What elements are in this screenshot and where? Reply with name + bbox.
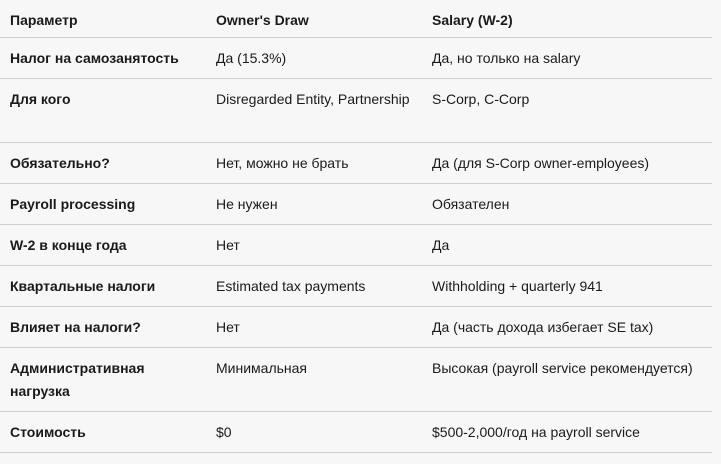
row-label: Payroll processing [0,183,206,225]
row-label: Стоимость [0,411,206,453]
cell: Не нужен [206,183,422,225]
cell: Да (часть дохода избегает SE tax) [422,306,712,348]
row-label: Налог на самозанятость [0,37,206,79]
table-row: Стоимость $0 $500-2,000/год на payroll ser… [0,411,712,453]
header-cell: Owner's Draw [206,0,422,38]
cell: $500-2,000/год на payroll service [422,411,712,453]
cell: Минимальная [206,347,422,412]
cell: $0 [206,411,422,453]
cell: Да (для S-Corp owner-employees) [422,142,712,184]
comparison-table: Параметр Owner's Draw Salary (W-2) Налог н… [0,0,712,453]
header-row: Параметр Owner's Draw Salary (W-2) [0,0,712,38]
cell: Нет [206,306,422,348]
table-row: Влияет на налоги? Нет Да (часть дохода изб… [0,306,712,348]
row-label: Административная нагрузка [0,347,206,412]
cell: Да, но только на salary [422,37,712,79]
header-cell: Salary (W-2) [422,0,712,38]
row-label: Влияет на налоги? [0,306,206,348]
row-label: Обязательно? [0,142,206,184]
header-cell: Параметр [0,0,206,38]
cell: S-Corp, C-Corp [422,78,712,143]
cell: Withholding + quarterly 941 [422,265,712,307]
cell: Высокая (payroll service рекомендуется) [422,347,712,412]
table-row: Административная нагрузка Минимальная Высо… [0,347,712,412]
cell: Нет [206,224,422,266]
cell: Нет, можно не брать [206,142,422,184]
cell: Да (15.3%) [206,37,422,79]
row-label: Квартальные налоги [0,265,206,307]
table-row: Обязательно? Нет, можно не брать Да (для S… [0,142,712,184]
table-row: Квартальные налоги Estimated tax payments… [0,265,712,307]
cell: Обязателен [422,183,712,225]
table-row: W-2 в конце года Нет Да [0,224,712,266]
row-label: Для кого [0,78,206,143]
cell: Estimated tax payments [206,265,422,307]
table-row: Для кого Disregarded Entity, Partnership S… [0,78,712,143]
cell: Да [422,224,712,266]
cell: Disregarded Entity, Partnership [206,78,422,143]
table-row: Налог на самозанятость Да (15.3%) Да, но т… [0,37,712,79]
table-row: Payroll processing Не нужен Обязателен [0,183,712,225]
row-label: W-2 в конце года [0,224,206,266]
